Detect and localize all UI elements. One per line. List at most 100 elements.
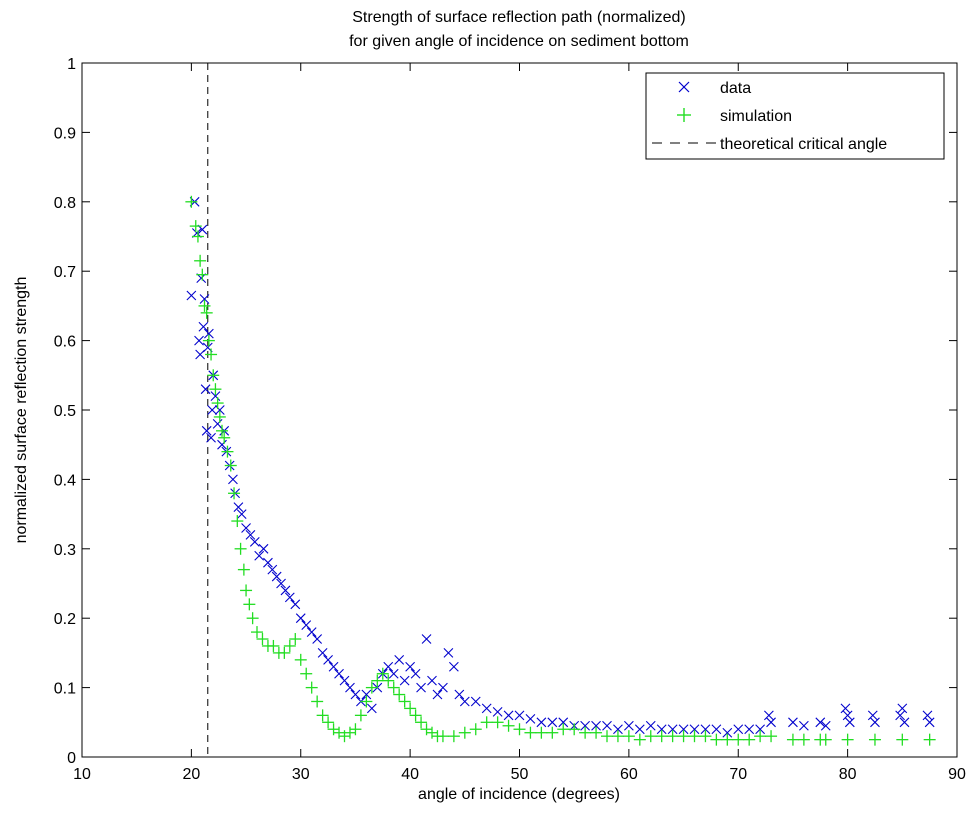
simulation-point	[557, 723, 570, 736]
chart-title: Strength of surface reflection path (nor…	[352, 9, 686, 26]
simulation-point	[300, 667, 313, 680]
simulation-point	[786, 733, 799, 746]
simulation-point	[513, 723, 526, 736]
data-point	[233, 502, 244, 513]
simulation-point	[601, 730, 613, 743]
legend: data simulation theoretical critical ang…	[645, 72, 945, 160]
simulation-point	[278, 646, 291, 659]
x-axis-label: angle of incidence (degrees)	[418, 786, 620, 803]
data-point	[206, 432, 216, 443]
y-tick-label: 0.1	[54, 681, 76, 698]
simulation-point	[316, 709, 329, 722]
x-tick-label: 90	[948, 766, 966, 783]
data-point	[405, 661, 416, 672]
y-axis-label: normalized surface reflection strength	[13, 277, 30, 544]
y-tick-label: 0.2	[54, 611, 76, 628]
data-point	[276, 578, 286, 589]
data-point	[815, 717, 826, 728]
legend-marker-simulation	[677, 108, 691, 122]
data-point	[345, 682, 355, 693]
simulation-point	[371, 674, 384, 687]
data-point	[711, 724, 722, 735]
simulation-point	[224, 459, 237, 472]
data-point	[503, 710, 514, 721]
simulation-point	[754, 730, 767, 743]
legend-label-data: data	[720, 80, 751, 97]
data-point	[271, 571, 282, 582]
x-tick-label: 10	[73, 766, 91, 783]
data-point	[481, 703, 492, 714]
simulation-point	[797, 733, 810, 746]
simulation-point	[231, 515, 244, 528]
simulation-point	[743, 733, 756, 746]
simulation-point	[398, 695, 411, 708]
simulation-point	[211, 397, 224, 410]
simulation-point	[868, 733, 881, 746]
data-point	[844, 717, 855, 728]
data-point	[217, 439, 227, 450]
simulation-point	[666, 730, 679, 743]
data-point	[536, 717, 547, 728]
simulation-point	[387, 681, 400, 694]
y-tick-label: 0.5	[54, 403, 76, 420]
simulation-point	[732, 733, 745, 746]
data-point	[842, 710, 853, 721]
data-point	[470, 696, 481, 707]
y-axis-ticks: 0 0.1 0.2 0.3 0.4 0.5 0.6 0.7 0.8 0.9 1	[54, 56, 957, 767]
data-point	[733, 724, 744, 735]
data-point	[306, 627, 317, 637]
data-point	[744, 724, 755, 735]
simulation-point	[393, 688, 406, 701]
simulation-point	[415, 716, 428, 729]
simulation-point	[568, 723, 581, 736]
simulation-point	[382, 674, 395, 687]
y-tick-label: 1	[67, 56, 76, 73]
data-point	[416, 682, 426, 693]
data-point	[301, 620, 312, 631]
simulation-point	[590, 726, 603, 739]
simulation-point	[819, 733, 832, 746]
data-point	[602, 720, 612, 731]
data-point	[194, 335, 204, 346]
simulation-point	[436, 730, 449, 743]
data-point	[448, 661, 459, 672]
data-point	[755, 724, 766, 735]
simulation-point	[194, 254, 207, 267]
simulation-point	[198, 299, 211, 312]
data-point	[645, 720, 656, 731]
data-point	[924, 717, 935, 728]
simulation-point	[205, 348, 218, 361]
data-point	[207, 405, 218, 415]
data-point	[284, 592, 295, 603]
data-point	[922, 710, 933, 721]
legend-label-critical-angle: theoretical critical angle	[720, 136, 887, 153]
data-point	[290, 599, 301, 610]
y-tick-label: 0.9	[54, 125, 76, 142]
data-point	[438, 682, 448, 693]
simulation-point	[202, 334, 215, 347]
simulation-point	[699, 730, 712, 743]
data-point	[454, 689, 465, 700]
x-tick-label: 60	[620, 766, 638, 783]
data-point	[634, 724, 645, 735]
data-point	[678, 724, 689, 735]
simulation-point	[283, 639, 296, 652]
simulation-point	[480, 716, 493, 729]
y-tick-label: 0.8	[54, 195, 76, 212]
simulation-point	[655, 730, 668, 743]
simulation-point	[240, 584, 253, 597]
x-tick-label: 50	[511, 766, 529, 783]
simulation-point	[611, 730, 624, 743]
simulation-point	[622, 730, 635, 743]
data-point	[427, 675, 437, 686]
data-point	[421, 634, 432, 644]
x-tick-label: 20	[182, 766, 200, 783]
data-point	[199, 294, 210, 304]
data-point	[798, 720, 809, 731]
simulation-point	[710, 733, 723, 746]
simulation-point	[535, 726, 548, 739]
data-point	[280, 585, 291, 596]
simulation-point	[376, 667, 389, 680]
data-point	[410, 668, 421, 679]
data-point	[547, 717, 558, 728]
